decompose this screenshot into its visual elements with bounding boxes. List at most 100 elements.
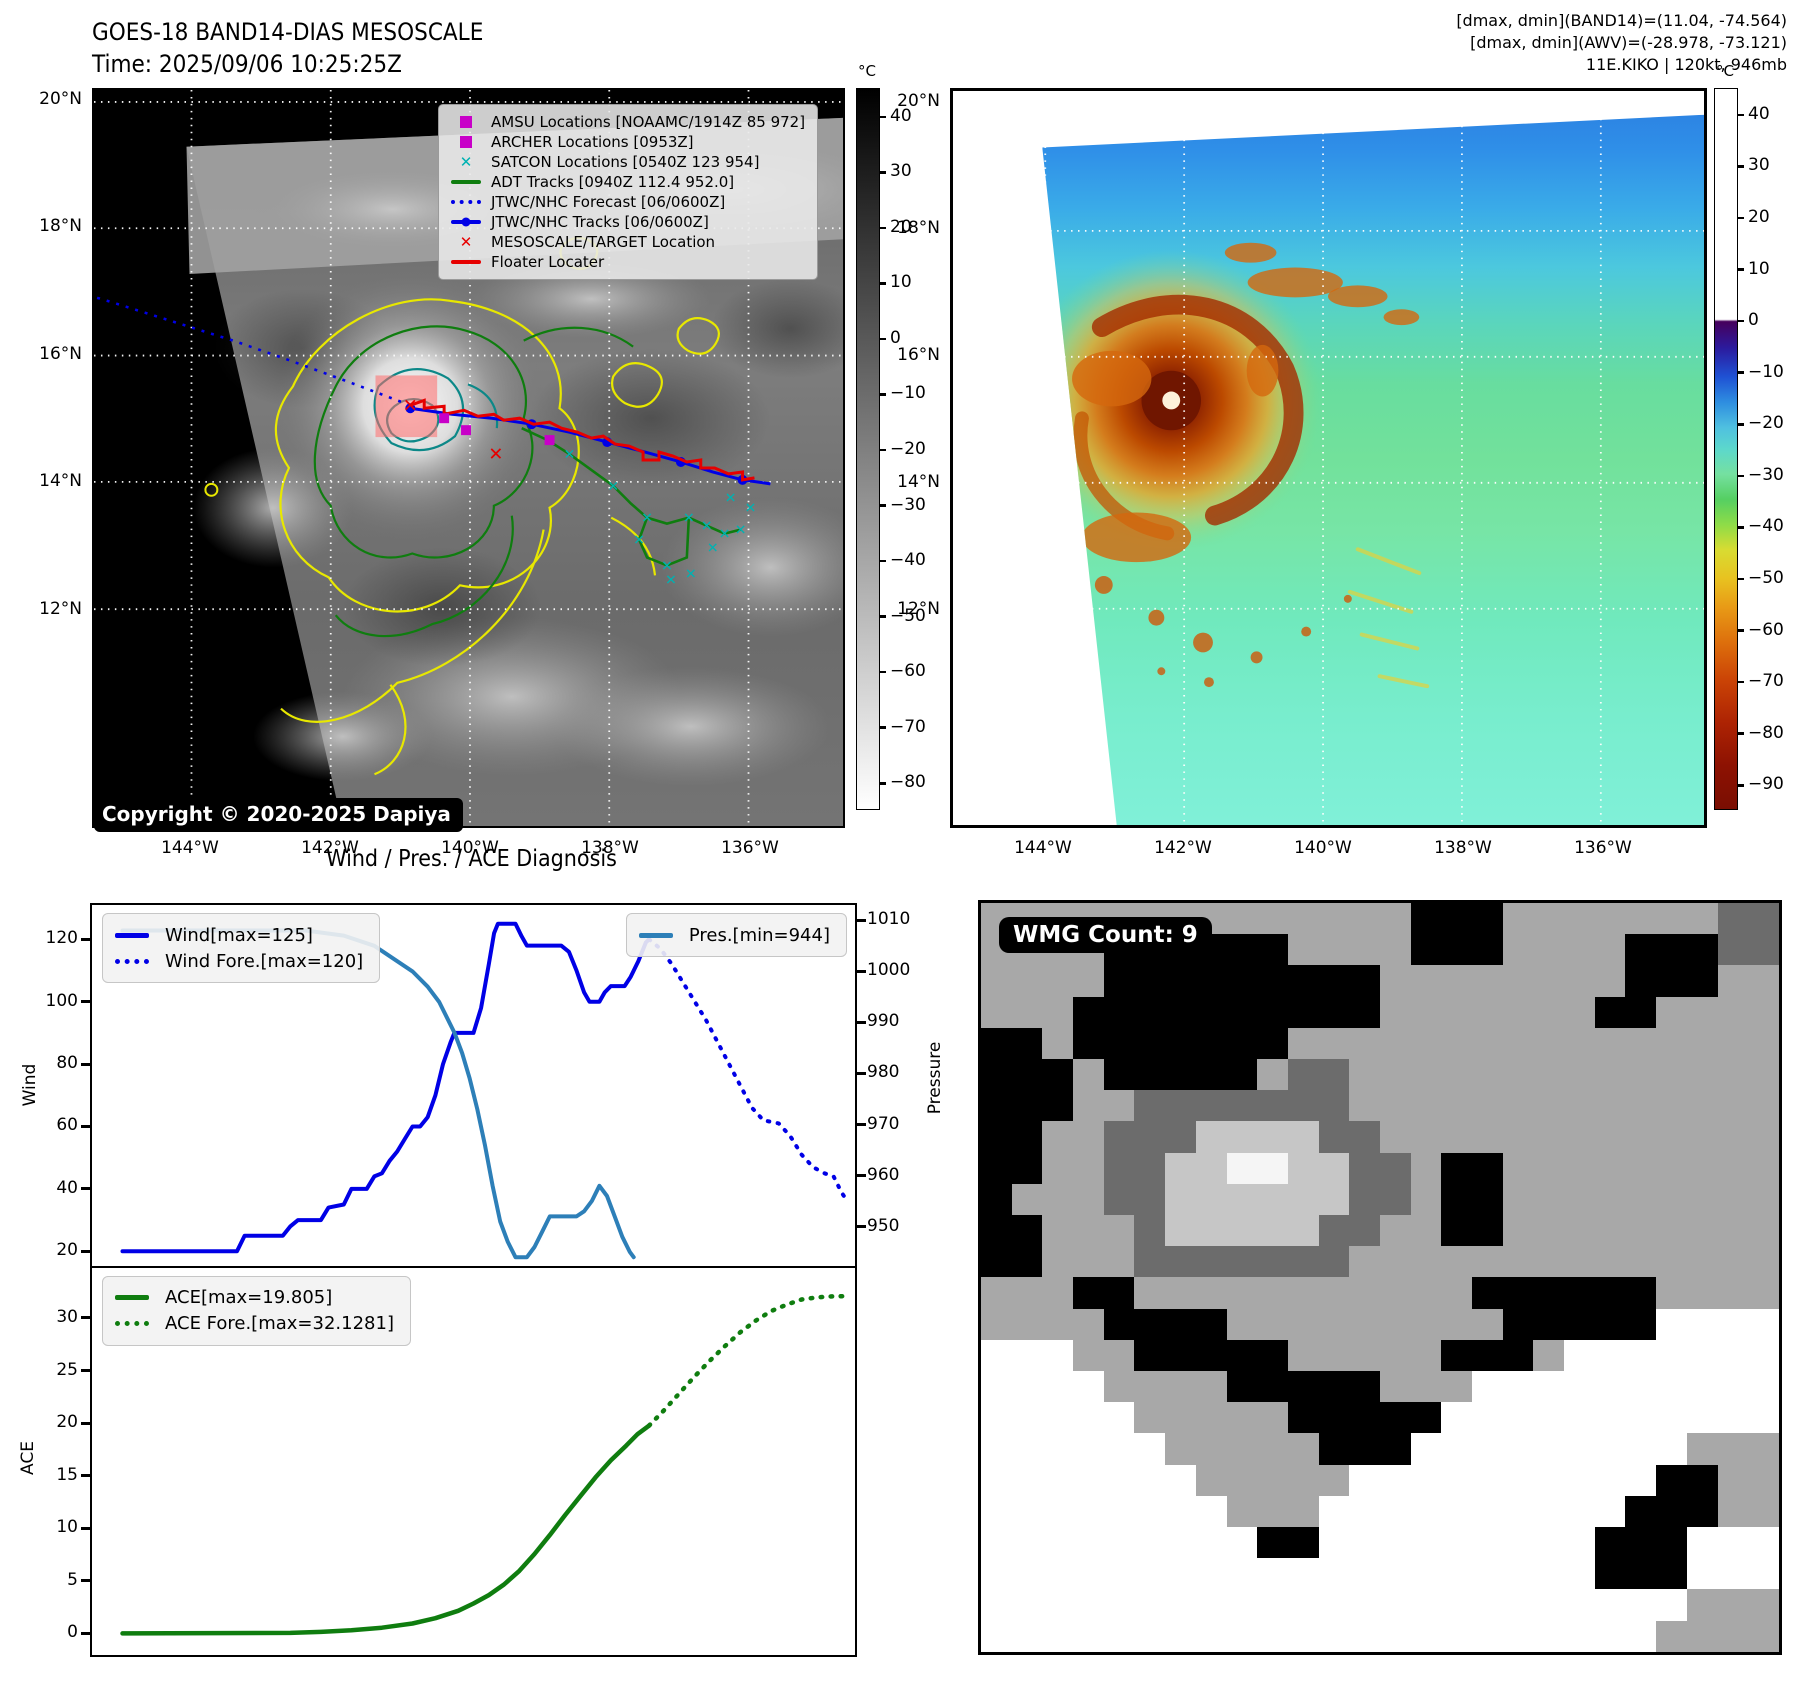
wmg-pixel (1042, 1277, 1074, 1309)
wmg-pixel (1533, 1308, 1565, 1340)
wmg-pixel (1472, 1277, 1503, 1309)
wmg-pixel (1226, 1589, 1258, 1621)
wmg-pixel (1441, 1527, 1472, 1559)
x-marker-icon: ✕ (459, 233, 473, 251)
ytick-left (81, 1062, 92, 1066)
wind-legend: Wind[max=125] Wind Fore.[max=120] (102, 913, 381, 983)
target-location-marker: ✕ (403, 395, 418, 416)
wmg-pixel (1318, 1246, 1350, 1278)
colorbar-tick-label: 10 (1748, 258, 1770, 279)
wmg-pixel (1195, 1495, 1227, 1528)
wmg-pixel (1318, 1090, 1350, 1122)
wmg-pixel (1073, 1339, 1104, 1372)
series-Wind[max=125] (120, 921, 651, 1254)
dark-patch (531, 348, 771, 488)
swath-group (1042, 114, 1704, 825)
wmg-pixel (1441, 1152, 1472, 1184)
wmg-pixel (1410, 903, 1442, 935)
wmg-pixel (1748, 1558, 1779, 1590)
wmg-pixel (1502, 965, 1534, 997)
colorbar-tick (1737, 216, 1744, 220)
line-marker-icon (449, 260, 483, 264)
wmg-pixel (1533, 903, 1565, 935)
wmg-pixel (1134, 1371, 1166, 1403)
wmg-pixel (1379, 934, 1411, 966)
wmg-pixel (1472, 903, 1503, 935)
wmg-pixel (1594, 1339, 1626, 1372)
wmg-pixel (1472, 1059, 1503, 1091)
wmg-pixel (1349, 1433, 1380, 1465)
wmg-pixel (1011, 1371, 1043, 1403)
wmg-pixel (1134, 1183, 1166, 1216)
wmg-pixel (1379, 1277, 1411, 1309)
wmg-pixel (1441, 1558, 1472, 1590)
wmg-pixel (1502, 1495, 1534, 1528)
wmg-pixel (1472, 996, 1503, 1028)
wmg-pixel (981, 1246, 1012, 1278)
wmg-pixel (1103, 1152, 1135, 1184)
ytick-left (81, 937, 92, 941)
brightness-temp-contour (676, 317, 720, 355)
wmg-pixel (1441, 934, 1472, 966)
wmg-row (981, 1215, 1779, 1247)
solid-line-swatch (638, 932, 673, 938)
wmg-pixel (1564, 1433, 1595, 1465)
wmg-pixel (1441, 1339, 1472, 1372)
brightness-temp-contour (280, 529, 545, 723)
colorbar-tick (1737, 629, 1744, 632)
colorbar-tick-label: −70 (890, 716, 926, 737)
colorbar-tick-label: 0 (1748, 310, 1759, 331)
wmg-pixel (1717, 1277, 1749, 1309)
legend-label: Wind Fore.[max=120] (165, 950, 364, 972)
map-legend-item: JTWC/NHC Forecast [06/0600Z] (449, 192, 805, 212)
wmg-pixel (1349, 1339, 1380, 1372)
map-legend-label: JTWC/NHC Tracks [06/0600Z] (491, 213, 709, 231)
wmg-pixel (981, 1277, 1012, 1309)
convective-cell (1301, 626, 1312, 637)
wmg-pixel-grid (981, 903, 1779, 1652)
wmg-pixel (1564, 1371, 1595, 1403)
wmg-pixel (1502, 1371, 1534, 1403)
wmg-pixel (1686, 903, 1718, 935)
wmg-pixel (1594, 1027, 1626, 1060)
wmg-pixel (1073, 1495, 1104, 1528)
wmg-pixel (1257, 1183, 1288, 1216)
wmg-pixel (1748, 1308, 1779, 1340)
wmg-pixel (1502, 934, 1534, 966)
colorbar-tick-label: −20 (1748, 413, 1784, 434)
wmg-pixel (1103, 1589, 1135, 1621)
right-map-lat-label: 12°N (897, 599, 940, 619)
wmg-pixel (1349, 1371, 1380, 1403)
wmg-pixel (1594, 1527, 1626, 1559)
wmg-pixel (1257, 1277, 1288, 1309)
wmg-pixel (1686, 1464, 1718, 1496)
wmg-pixel (1011, 996, 1043, 1028)
wmg-pixel (1349, 1059, 1380, 1091)
wmg-pixel (1165, 1215, 1196, 1247)
colorbar-tick-label: −30 (890, 494, 926, 515)
wmg-pixel (1165, 1183, 1196, 1216)
wmg-pixel (1165, 1339, 1196, 1372)
wmg-pixel (1441, 1371, 1472, 1403)
wmg-pixel (1349, 1183, 1380, 1216)
wmg-pixel (1656, 1027, 1687, 1060)
wmg-pixel (1656, 1059, 1687, 1091)
legend-label: ACE[max=19.805] (165, 1287, 333, 1308)
wmg-pixel (1257, 934, 1288, 966)
colorbar-tick-label: −80 (890, 772, 926, 793)
wmg-pixel (1502, 996, 1534, 1028)
target-location-marker: ✕ (488, 444, 503, 465)
wmg-pixel (1042, 1620, 1074, 1652)
wmg-pixel (1533, 1246, 1565, 1278)
wmg-pixel (1441, 1495, 1472, 1528)
dotted-marker-icon (449, 200, 483, 204)
wmg-pixel (1287, 1308, 1319, 1340)
series-Wind Fore.[max=120] (647, 937, 850, 1204)
ytick-right (855, 969, 866, 973)
wmg-pixel (1686, 1059, 1718, 1091)
ytick-label-left: 0 (67, 1622, 78, 1643)
left-map-lon-label: 140°W (441, 838, 499, 858)
wmg-pixel (1564, 1620, 1595, 1652)
wmg-pixel (1502, 903, 1534, 935)
colorbar-tick (879, 393, 886, 396)
